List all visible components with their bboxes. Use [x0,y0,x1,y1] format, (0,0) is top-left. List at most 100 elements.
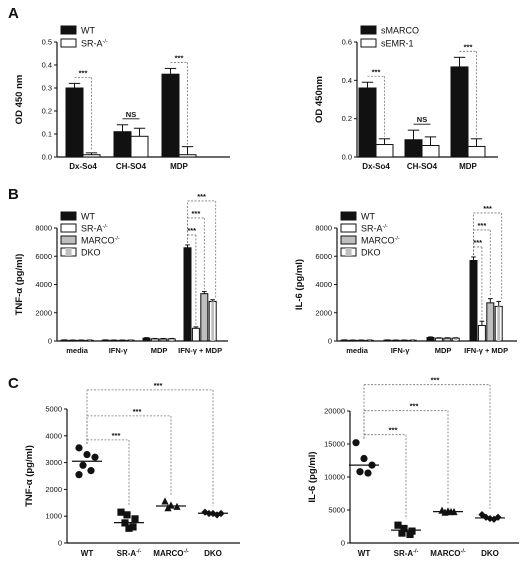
panel-label-a: A [8,5,19,22]
bar [443,337,452,342]
bar [477,324,486,342]
data-point [161,497,169,505]
y-tick-label: 0.2 [342,114,352,123]
legend-label: SR-A-/- [81,224,108,234]
data-point [131,515,139,523]
sig-label: *** [478,221,487,230]
data-point [75,444,83,452]
x-tick-label: MDP [435,346,452,355]
data-point [394,521,402,529]
bar [404,139,423,158]
x-tick-label: CH-SO4 [116,162,147,171]
bar [183,247,192,342]
data-point [360,454,368,463]
sig-label: *** [372,67,381,76]
bar-inner [497,306,501,341]
chart-A1: 0.0 0.1 0.2 0.3 0.4 0.5 OD 450 nm *** NS *** [14,25,230,162]
y-tick-label: 2000 [315,308,332,317]
bar-inner [129,340,133,341]
y-tick-label: 0.4 [42,61,52,70]
bar [191,327,200,342]
bar-inner [411,340,415,341]
x-tick-label: WT [358,549,371,558]
legend-label: WT [81,26,95,36]
legend-label: MARCO-/- [81,236,120,246]
y-tick-label: 4000 [45,431,62,440]
chart-C2: 0 5000 10000 15000 20000 IL-6 (pg/ml) *** *** **… [307,376,519,548]
legend-label: WT [361,212,375,222]
y-tick-label: 8000 [35,224,52,233]
y-tick-label: 3000 [45,458,62,467]
chart-B1: 0 2000 4000 6000 8000 TNF-α (pg/ml) *** *** *** [14,192,228,346]
legend-swatch [60,235,77,245]
x-tick-label: MDP [459,162,477,171]
data-point [494,513,502,521]
x-tick-label: MDP [170,162,188,171]
y-tick-label: 0.0 [42,153,52,162]
y-tick-label: 2000 [35,308,52,317]
y-tick-label: 0.1 [42,130,52,139]
sig-label: *** [464,42,473,51]
bar [82,154,101,158]
data-point [123,511,131,519]
sig-label: *** [389,426,398,435]
bar-inner [170,338,174,341]
bar [426,336,435,342]
x-tick-label: media [66,346,89,355]
y-axis-label: IL-6 (pg/ml) [307,451,318,502]
y-tick-label: 6000 [35,252,52,261]
sig-label: *** [187,226,196,235]
bar [421,145,440,158]
legend-swatch [340,223,357,233]
y-axis-label: OD 450nm [314,76,325,123]
legend-swatch-inner [65,248,72,256]
legend-swatch [340,235,357,245]
y-tick-label: 2000 [45,485,62,494]
x-tick-label: MDP [151,346,168,355]
x-tick-label: media [346,346,369,355]
x-tick-label: MARCO-/- [153,549,189,559]
y-tick-label: 0 [341,539,345,548]
chart-A2: 0.0 0.2 0.4 0.6 OD 450nm *** NS *** [314,25,498,162]
bar [200,293,209,342]
legend-label: sMARCO [381,26,419,36]
y-tick-label: 0.4 [342,76,352,85]
bar [113,131,132,158]
legend-label: WT [81,212,95,222]
x-tick-label: WT [81,549,94,558]
plots-layer: 0.0 0.1 0.2 0.3 0.4 0.5 OD 450 nm *** NS *** Dx-So… [14,25,519,559]
y-tick-label: 1000 [45,512,62,521]
sig-label: NS [417,115,427,124]
x-tick-label: DKO [204,549,222,558]
data-point [87,467,95,475]
y-tick-label: 0 [48,337,52,346]
bar-inner [454,338,458,341]
y-tick-label: 0.3 [42,84,52,93]
data-point [398,529,406,537]
legend-swatch [360,25,377,35]
y-tick-label: 4000 [35,280,52,289]
bar [178,154,197,158]
bar-inner [88,340,92,341]
x-tick-label: IFN-γ + MDP [464,346,508,355]
y-tick-label: 10000 [324,473,345,482]
legend-swatch [340,211,357,221]
y-tick-label: 8000 [315,224,332,233]
y-axis-label: IL-6 (pg/ml) [294,259,305,310]
legend-swatch-inner [345,248,352,256]
y-axis-label: TNF-α (pg/ml) [14,254,25,316]
x-tick-label: IFN-γ [109,346,129,355]
sig-label: *** [154,381,163,390]
legend-label: DKO [361,248,381,258]
data-point [356,468,364,476]
sig-label: *** [431,376,440,385]
bar [142,337,151,342]
legend-label: SR-A-/- [81,39,108,49]
bar [159,338,168,342]
x-tick-label: DKO [481,549,499,558]
y-tick-label: 15000 [324,440,345,449]
data-point [400,524,408,533]
legend-swatch [60,25,77,35]
data-point [352,439,360,447]
